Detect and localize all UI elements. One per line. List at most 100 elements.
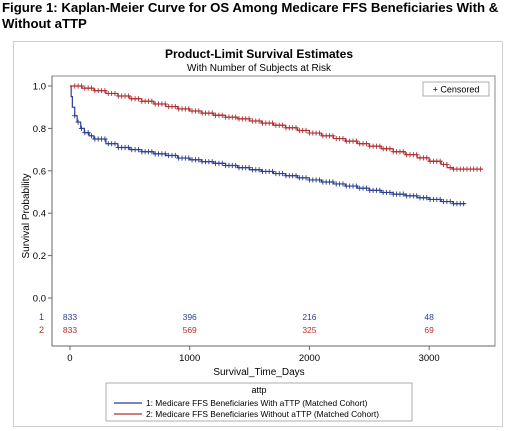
censor-mark-1 bbox=[437, 196, 443, 203]
censored-legend-label: + Censored bbox=[433, 85, 480, 95]
y-tick-label: 0.2 bbox=[33, 251, 46, 262]
censor-mark-2 bbox=[387, 146, 393, 152]
censor-mark-1 bbox=[461, 201, 467, 207]
at-risk-count: 325 bbox=[302, 325, 316, 335]
censor-mark-2 bbox=[219, 112, 225, 118]
at-risk-count: 833 bbox=[63, 325, 77, 335]
censor-mark-1 bbox=[233, 162, 239, 169]
censor-mark-1 bbox=[279, 170, 286, 177]
censor-mark-1 bbox=[246, 165, 252, 171]
censor-marks bbox=[72, 83, 483, 207]
plot-panel: Product-Limit Survival Estimates With Nu… bbox=[13, 41, 503, 427]
censor-mark-1 bbox=[72, 113, 78, 119]
censor-mark-2 bbox=[112, 90, 118, 97]
censor-mark-2 bbox=[162, 101, 168, 107]
censor-mark-2 bbox=[149, 98, 155, 104]
censor-mark-1 bbox=[293, 173, 299, 179]
at-risk-count: 48 bbox=[424, 312, 434, 322]
y-axis-label: Survival Probability bbox=[21, 173, 32, 258]
censor-mark-1 bbox=[303, 175, 309, 181]
censor-mark-1 bbox=[125, 144, 131, 151]
at-risk-count: 69 bbox=[424, 325, 434, 335]
censor-mark-1 bbox=[135, 147, 142, 153]
km-chart: Product-Limit Survival Estimates With Nu… bbox=[21, 47, 496, 422]
censor-mark-1 bbox=[377, 187, 383, 193]
censor-mark-2 bbox=[437, 158, 443, 164]
censor-mark-2 bbox=[135, 96, 142, 102]
censor-mark-2 bbox=[256, 118, 262, 124]
censor-mark-2 bbox=[444, 161, 450, 168]
censor-mark-1 bbox=[353, 183, 359, 189]
censor-mark-2 bbox=[447, 165, 453, 171]
censor-mark-1 bbox=[414, 193, 420, 199]
x-tick-label: 1000 bbox=[179, 353, 200, 364]
y-tick-label: 0.6 bbox=[33, 166, 46, 177]
censor-mark-2 bbox=[377, 143, 383, 149]
series-layer bbox=[69, 85, 484, 205]
censor-mark-1 bbox=[172, 152, 178, 159]
series-line-1 bbox=[69, 85, 466, 205]
censor-mark-1 bbox=[196, 157, 202, 163]
x-tick-label: 2000 bbox=[299, 353, 320, 364]
censor-mark-2 bbox=[424, 155, 430, 161]
at-risk-row-label: 1 bbox=[39, 312, 44, 322]
x-tick-label: 3000 bbox=[419, 353, 440, 364]
at-risk-count: 216 bbox=[302, 312, 316, 322]
x-axis-label: Survival_Time_Days bbox=[213, 367, 304, 378]
censor-mark-1 bbox=[363, 185, 370, 191]
censor-mark-2 bbox=[316, 130, 323, 136]
censor-mark-2 bbox=[353, 138, 359, 144]
chart-subtitle: With Number of Subjects at Risk bbox=[187, 63, 332, 74]
censor-mark-1 bbox=[400, 191, 406, 197]
y-axis-ticks: 0.0 0.2 0.4 0.6 0.8 1.0 bbox=[33, 82, 52, 305]
censor-mark-1 bbox=[186, 155, 192, 161]
censor-mark-2 bbox=[414, 152, 420, 158]
censor-mark-2 bbox=[246, 116, 252, 122]
legend-label-2: 2: Medicare FFS Beneficiaries Without aT… bbox=[146, 409, 379, 419]
censor-mark-2 bbox=[363, 141, 370, 147]
plot-area-frame bbox=[51, 75, 496, 347]
y-tick-label: 0.8 bbox=[33, 124, 46, 135]
censor-mark-2 bbox=[196, 108, 202, 114]
legend-title: attp bbox=[251, 385, 266, 395]
series-legend-box bbox=[105, 382, 413, 422]
censor-mark-1 bbox=[112, 141, 118, 147]
censor-mark-2 bbox=[102, 88, 108, 94]
at-risk-count: 833 bbox=[63, 312, 77, 322]
censor-mark-1 bbox=[424, 195, 430, 201]
censor-mark-2 bbox=[293, 125, 299, 131]
censor-mark-2 bbox=[186, 106, 192, 112]
censor-mark-1 bbox=[219, 160, 225, 166]
censor-mark-2 bbox=[279, 122, 286, 128]
censor-mark-2 bbox=[477, 166, 483, 172]
censor-mark-2 bbox=[330, 133, 336, 139]
censor-mark-1 bbox=[149, 149, 155, 155]
censor-mark-1 bbox=[88, 133, 95, 139]
figure-caption: Figure 1: Kaplan-Meier Curve for OS Amon… bbox=[2, 0, 499, 31]
censor-mark-1 bbox=[256, 167, 262, 173]
censor-mark-1 bbox=[78, 125, 85, 131]
censor-mark-2 bbox=[209, 110, 215, 116]
censor-mark-1 bbox=[447, 198, 453, 205]
censor-mark-2 bbox=[340, 135, 346, 142]
y-tick-label: 0.4 bbox=[33, 209, 46, 220]
censored-legend-box bbox=[422, 81, 490, 97]
censor-mark-1 bbox=[85, 130, 91, 136]
censor-mark-1 bbox=[387, 189, 393, 196]
censor-mark-2 bbox=[269, 120, 276, 126]
x-axis-ticks: 0 1000 2000 3000 bbox=[67, 346, 440, 364]
censor-mark-2 bbox=[125, 93, 131, 99]
censor-mark-1 bbox=[330, 179, 336, 185]
censor-mark-2 bbox=[400, 149, 406, 155]
censor-mark-1 bbox=[162, 151, 168, 157]
censor-mark-2 bbox=[233, 114, 239, 120]
censor-mark-1 bbox=[340, 181, 346, 187]
chart-title: Product-Limit Survival Estimates bbox=[165, 47, 353, 61]
censor-mark-2 bbox=[303, 127, 309, 134]
censor-mark-1 bbox=[209, 159, 215, 165]
y-tick-label: 0.0 bbox=[33, 294, 46, 305]
censor-mark-2 bbox=[88, 85, 95, 91]
censor-mark-2 bbox=[78, 83, 85, 89]
censor-mark-1 bbox=[75, 119, 81, 125]
legend-entries: 1: Medicare FFS Beneficiaries With aTTP … bbox=[114, 398, 379, 419]
